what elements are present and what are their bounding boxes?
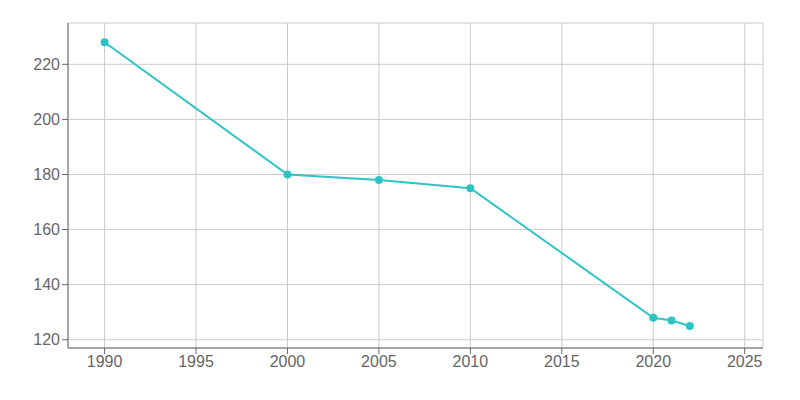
svg-text:160: 160 [33, 221, 60, 238]
svg-text:2015: 2015 [544, 353, 580, 370]
svg-text:120: 120 [33, 331, 60, 348]
svg-text:200: 200 [33, 111, 60, 128]
svg-text:1990: 1990 [87, 353, 123, 370]
svg-text:220: 220 [33, 56, 60, 73]
svg-text:2005: 2005 [361, 353, 397, 370]
svg-text:2000: 2000 [270, 353, 306, 370]
svg-text:2010: 2010 [453, 353, 489, 370]
svg-text:2025: 2025 [727, 353, 763, 370]
svg-text:2020: 2020 [635, 353, 671, 370]
svg-text:1995: 1995 [178, 353, 214, 370]
svg-text:180: 180 [33, 166, 60, 183]
svg-text:140: 140 [33, 276, 60, 293]
